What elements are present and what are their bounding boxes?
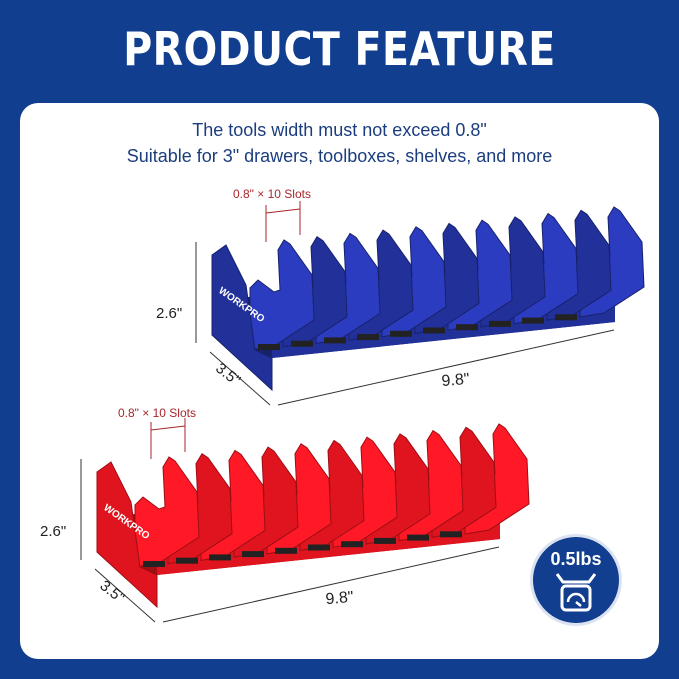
rack-end-panel — [211, 244, 273, 392]
rack-slot-pad — [324, 337, 346, 344]
rack-slot-pad — [143, 561, 165, 567]
rack-slot-pad — [440, 531, 462, 538]
rack-slot-pad — [407, 534, 429, 541]
depth-dimension-line — [209, 351, 271, 406]
slot-dimension-line — [150, 425, 186, 431]
rack-slot-pad — [308, 544, 330, 551]
rack-slot-pad — [209, 554, 231, 561]
rack-end-panel — [96, 461, 158, 609]
blue-slot-label: 0.8" × 10 Slots — [233, 187, 311, 201]
weight-label: 0.5lbs — [550, 549, 602, 569]
blue-height-label: 2.6" — [156, 305, 182, 322]
rack-slot-pad — [242, 551, 264, 558]
red-height-label: 2.6" — [40, 523, 66, 540]
subtitle-line-2: Suitable for 3" drawers, toolboxes, shel… — [126, 146, 553, 166]
blue-rack: WORKPRO — [195, 201, 645, 406]
red-rack: WORKPRO — [80, 418, 530, 623]
rack-slot-pad — [522, 317, 544, 324]
length-dimension-line — [277, 329, 615, 406]
red-depth-label: 3.5" — [97, 577, 128, 607]
rack-slot-pad — [456, 324, 478, 331]
rack-slot-pad — [374, 537, 396, 544]
rack-slot-pad — [176, 557, 198, 564]
weight-badge: 0.5lbs — [533, 537, 619, 623]
red-slot-label: 0.8" × 10 Slots — [118, 406, 196, 420]
rack-slot-pad — [341, 541, 363, 548]
rack-slot-pad — [357, 334, 379, 341]
red-length-label: 9.8" — [325, 589, 354, 608]
rack-slot-pad — [275, 547, 297, 554]
depth-dimension-line — [94, 568, 156, 623]
slot-dimension-line — [265, 208, 301, 214]
rack-slot-pad — [489, 320, 511, 327]
length-dimension-line — [162, 546, 500, 623]
rack-labels: 0.8" × 10 Slots 2.6" 3.5" 9.8" 0.8" × 10… — [40, 187, 470, 608]
rack-slot-pad — [423, 327, 445, 334]
subtitle-line-1: The tools width must not exceed 0.8" — [192, 120, 487, 140]
rack-fin — [249, 239, 315, 351]
rack-slot-pad — [291, 340, 313, 347]
rack-fin — [134, 456, 200, 568]
rack-slot-pad — [555, 314, 577, 321]
blue-length-label: 9.8" — [441, 371, 470, 390]
rack-slot-pad — [390, 330, 412, 337]
page-title: PRODUCT FEATURE — [123, 22, 556, 76]
scale-icon — [555, 573, 597, 612]
rack-slot-pad — [258, 344, 280, 350]
blue-depth-label: 3.5" — [212, 360, 243, 390]
